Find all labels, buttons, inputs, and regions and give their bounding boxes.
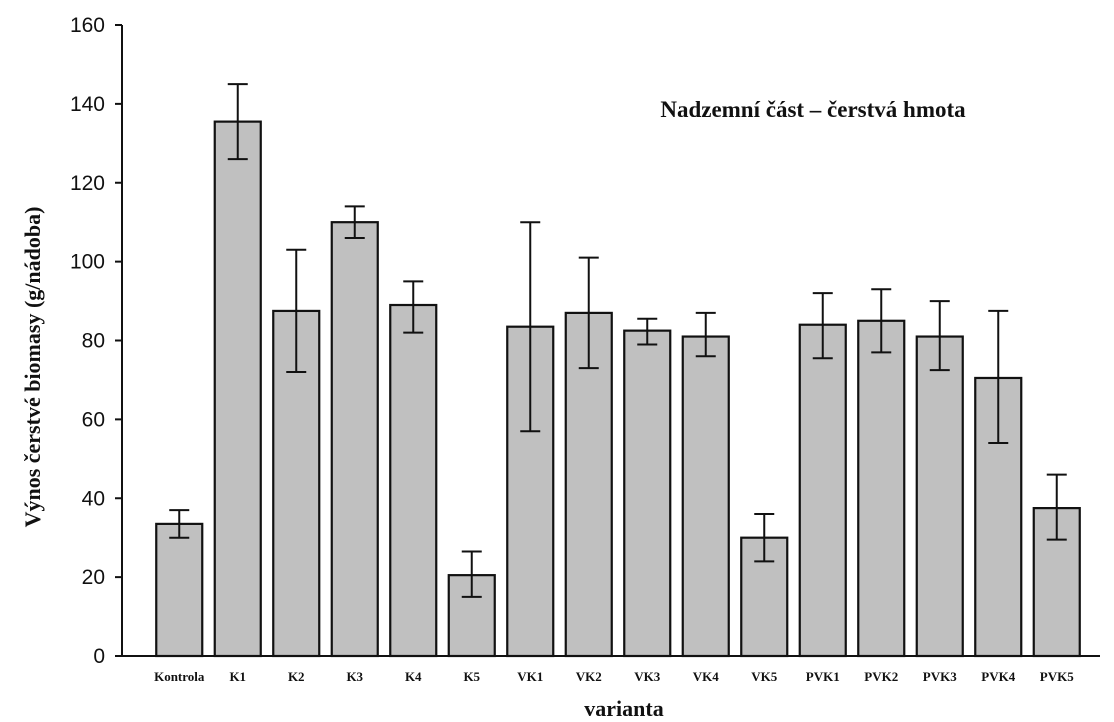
- bar-k1: [213, 120, 262, 658]
- bars-layer: [155, 120, 1081, 658]
- x-tick-label: Kontrola: [154, 669, 205, 684]
- error-bar-pvk2: [871, 288, 892, 354]
- error-bars-layer: [169, 83, 1067, 598]
- x-tick-label: K2: [288, 669, 305, 684]
- bar-vk2: [564, 311, 613, 658]
- x-tick-label: VK3: [634, 669, 661, 684]
- error-bar-k4: [403, 280, 424, 334]
- x-tick-label: K4: [405, 669, 422, 684]
- x-tick-label: PVK1: [806, 669, 840, 684]
- error-bar-pvk4: [988, 309, 1009, 445]
- error-bar-vk1: [520, 221, 541, 433]
- error-bar-vk4: [695, 311, 716, 358]
- y-tick-label: 100: [70, 251, 105, 274]
- bar-vk3: [623, 329, 672, 658]
- x-tick-label: PVK4: [981, 669, 1015, 684]
- error-bar-k3: [344, 205, 365, 239]
- x-tick-label: VK4: [693, 669, 720, 684]
- bar-pvk3: [915, 335, 964, 658]
- x-tick-label: K3: [346, 669, 363, 684]
- y-tick-label: 40: [82, 487, 105, 510]
- bar-kontrola: [155, 522, 204, 658]
- y-tick-label: 160: [70, 14, 105, 37]
- error-bar-pvk1: [812, 292, 833, 360]
- x-axis-label: varianta: [584, 696, 663, 721]
- axis-lines: [121, 25, 1100, 657]
- x-tick-label: K5: [463, 669, 480, 684]
- bar-k3: [330, 221, 379, 658]
- y-tick-label: 60: [82, 408, 105, 431]
- x-tick-label: PVK3: [923, 669, 957, 684]
- y-axis-label: Výnos čerstvé biomasy (g/nádoba): [20, 207, 45, 528]
- x-tick-label: VK1: [517, 669, 543, 684]
- x-tick-label: K1: [229, 669, 246, 684]
- error-bar-kontrola: [169, 509, 190, 539]
- y-tick-label: 140: [70, 93, 105, 116]
- error-bar-pvk3: [929, 300, 950, 372]
- x-axis-tick-labels: Kontrola K1 K2 K3 K4 K5 VK1 VK2 VK3 VK4 VK5 PVK1 PVK…: [154, 669, 1074, 684]
- chart-title: Nadzemní část – čerstvá hmota: [660, 97, 966, 122]
- bar-pvk2: [857, 319, 906, 658]
- y-tick-label: 120: [70, 172, 105, 195]
- error-bar-k1: [227, 83, 248, 161]
- y-axis-ticks: 0 20 40 60 80 100 120 140 160: [70, 14, 122, 668]
- x-tick-label: VK5: [751, 669, 778, 684]
- error-bar-pvk5: [1046, 473, 1067, 541]
- x-tick-label: VK2: [576, 669, 602, 684]
- y-tick-label: 20: [82, 566, 105, 589]
- bar-k4: [389, 303, 438, 658]
- y-tick-label: 80: [82, 330, 105, 353]
- y-tick-label: 0: [93, 645, 105, 668]
- x-tick-label: PVK5: [1040, 669, 1074, 684]
- error-bar-vk3: [637, 317, 658, 346]
- error-bar-k5: [461, 550, 482, 598]
- bar-pvk1: [798, 323, 847, 658]
- x-tick-label: PVK2: [864, 669, 898, 684]
- bar-vk4: [681, 335, 730, 658]
- error-bar-vk2: [578, 256, 599, 370]
- error-bar-k2: [286, 248, 307, 374]
- error-bar-vk5: [754, 513, 775, 563]
